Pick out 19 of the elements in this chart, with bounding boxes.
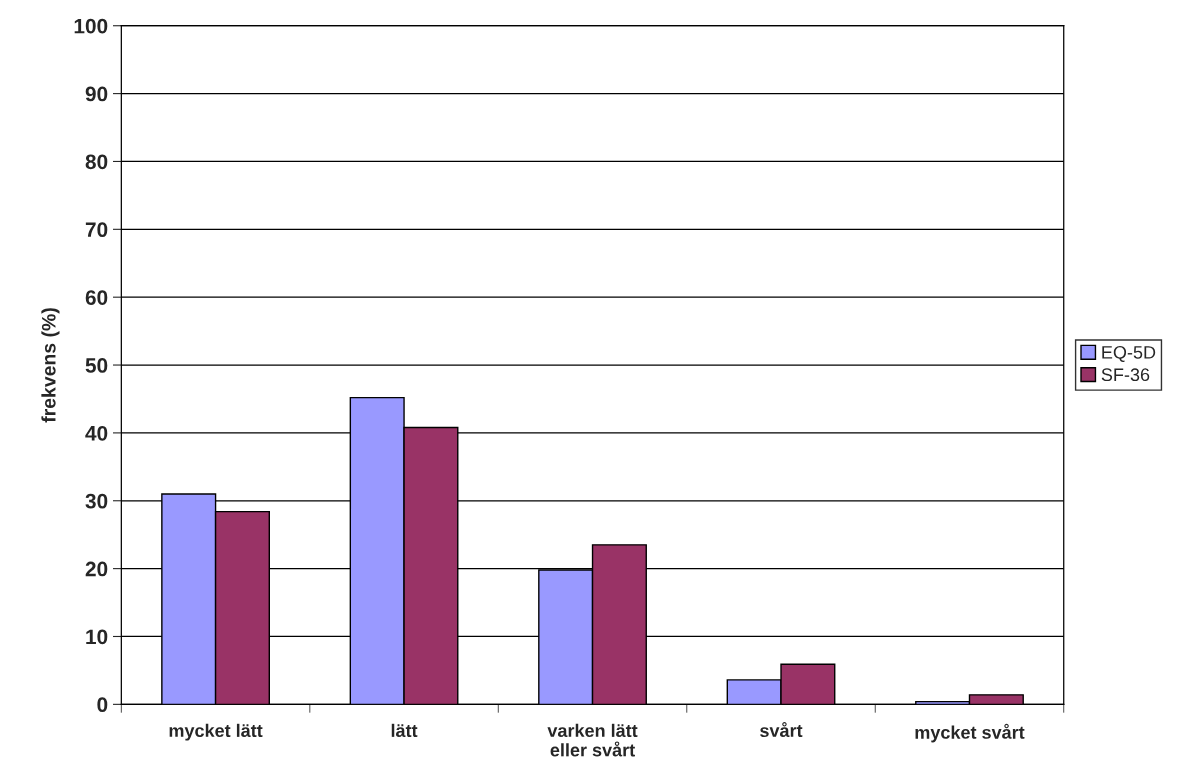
y-tick-label: 100 [74, 18, 108, 34]
x-tick-label: lätt [391, 723, 418, 738]
y-tick-label: 30 [85, 493, 108, 509]
y-tick-label: 10 [86, 629, 108, 645]
x-tick-label: mycket svårt [915, 723, 1025, 743]
y-axis-title: frekvens (%) [41, 308, 60, 423]
y-tick-label: 50 [85, 358, 108, 373]
y-tick-label: 70 [85, 222, 108, 238]
y-tick-label: 60 [85, 290, 108, 305]
x-tick-label: varken lätt eller svårt [547, 723, 638, 757]
y-tick-label: 80 [85, 154, 108, 170]
y-tick-label: 40 [85, 425, 108, 441]
y-tick-label: 90 [85, 86, 108, 102]
legend-label: EQ-5D [1102, 345, 1156, 362]
x-tick-label: svårt [760, 722, 803, 738]
x-tick-label: mycket lätt [169, 723, 263, 741]
legend-label: SF-36 [1101, 368, 1150, 382]
y-tick-label: 0 [97, 697, 108, 713]
y-tick-label: 20 [85, 561, 108, 577]
